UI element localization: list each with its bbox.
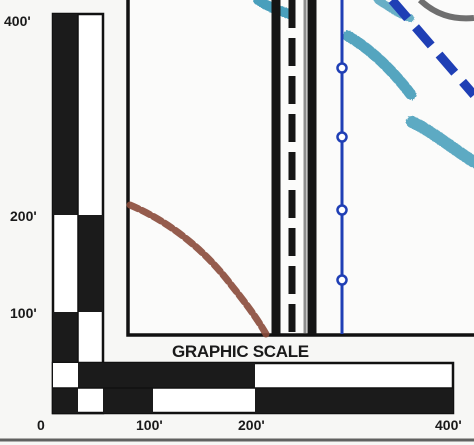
survey-marker [336,204,348,216]
horizontal-label-100: 100' [136,417,163,433]
brown-boundary-line [126,201,270,338]
vertical-label-400: 400' [4,13,31,29]
teal-markup-lines [253,0,474,168]
horizontal-label-200: 200' [238,417,265,433]
survey-marker [336,131,348,143]
survey-marker [336,274,348,286]
survey-marker [336,62,348,74]
graphic-scale-title: GRAPHIC SCALE [172,342,309,361]
horizontal-scale-bar [51,361,455,415]
gray-sketch-line [417,0,474,22]
blue-survey-line [336,0,348,334]
vertical-label-100: 100' [10,305,37,321]
vertical-scale-bar [51,12,105,415]
vertical-label-200: 200' [10,208,37,224]
map-frame [126,0,474,337]
horizontal-label-400: 400' [435,417,462,433]
black-road-lines [271,0,317,334]
blue-dashed-diagonal [388,0,474,98]
horizontal-label-0: 0 [37,417,45,433]
